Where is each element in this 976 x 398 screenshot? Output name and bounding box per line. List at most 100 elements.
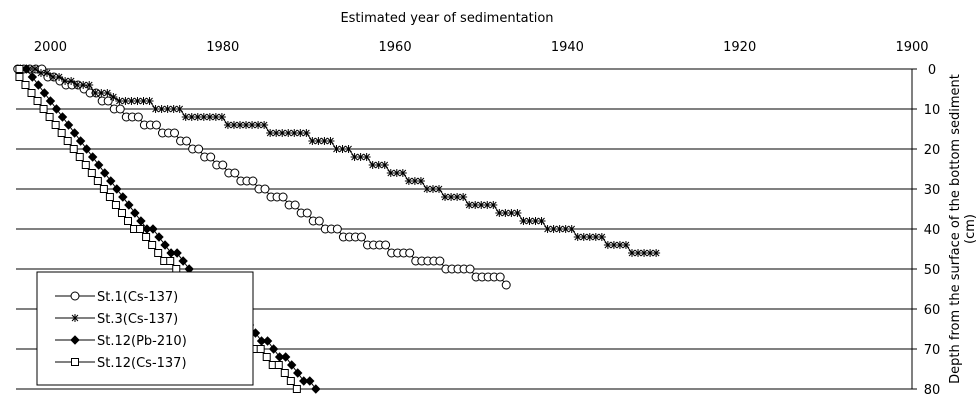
data-point <box>199 113 208 121</box>
data-point <box>278 192 288 202</box>
x-axis-ticks: 2000 1980 1960 1940 1920 1900 <box>34 40 929 55</box>
data-point <box>211 113 220 121</box>
data-point <box>615 241 624 249</box>
data-point <box>51 121 60 129</box>
data-series <box>13 64 661 394</box>
data-point <box>368 161 377 169</box>
data-point <box>525 217 534 225</box>
data-point <box>61 77 70 85</box>
data-point <box>157 105 166 113</box>
data-point <box>43 69 52 77</box>
data-point <box>435 256 445 266</box>
data-point <box>145 97 154 105</box>
y-tick-label: 10 <box>924 103 941 118</box>
data-point <box>362 153 371 161</box>
data-point <box>103 89 112 97</box>
data-point <box>489 201 498 209</box>
data-point <box>79 81 88 89</box>
data-point <box>105 193 114 201</box>
data-point <box>332 224 342 234</box>
data-point <box>182 136 192 146</box>
data-point <box>513 209 522 217</box>
data-point <box>459 193 468 201</box>
data-point <box>585 233 594 241</box>
data-point <box>628 249 636 257</box>
data-point <box>154 232 164 242</box>
data-point <box>93 177 102 185</box>
data-point <box>405 248 415 258</box>
data-point <box>30 65 39 73</box>
data-point <box>260 184 270 194</box>
data-point <box>106 176 116 186</box>
data-point <box>296 129 305 137</box>
y-tick-label: 0 <box>928 63 936 78</box>
data-point <box>634 249 643 257</box>
data-point <box>49 73 58 81</box>
data-point <box>477 201 486 209</box>
data-point <box>118 192 128 202</box>
data-point <box>21 64 32 74</box>
data-point <box>36 69 45 77</box>
data-point <box>130 208 140 218</box>
data-point <box>39 105 48 113</box>
data-point <box>154 249 163 257</box>
data-point <box>262 336 273 346</box>
data-point <box>280 352 291 362</box>
y-axis-ticks: 0 10 20 30 40 50 60 70 80 <box>912 63 940 398</box>
data-point <box>278 129 287 137</box>
data-point <box>115 104 125 114</box>
data-point <box>73 81 82 89</box>
data-point <box>51 104 62 114</box>
data-point <box>410 177 419 185</box>
x-tick-label: 1920 <box>723 40 756 55</box>
y-tick-label: 30 <box>924 183 941 198</box>
data-point <box>63 137 72 145</box>
data-point <box>597 233 606 241</box>
data-point <box>453 193 462 201</box>
data-point <box>148 224 158 234</box>
data-point <box>254 121 263 129</box>
y-tick-label: 60 <box>924 303 941 318</box>
y-axis-title: Depth from the surface of the bottom sed… <box>948 74 976 384</box>
data-point <box>398 169 407 177</box>
data-point <box>428 185 437 193</box>
data-point <box>591 233 600 241</box>
legend-label: St.3(Cs-137) <box>97 312 178 327</box>
data-point <box>465 264 475 274</box>
x-tick-label: 1900 <box>895 40 928 55</box>
data-point <box>344 145 353 153</box>
data-point <box>356 232 366 242</box>
data-point <box>87 152 98 162</box>
data-point <box>205 113 214 121</box>
data-point <box>91 89 100 97</box>
data-point <box>236 121 244 129</box>
data-point <box>579 233 588 241</box>
data-point <box>172 265 181 273</box>
data-point <box>286 360 297 370</box>
data-point <box>170 128 180 138</box>
data-point <box>187 113 196 121</box>
data-point <box>374 161 383 169</box>
data-point <box>163 105 172 113</box>
data-point <box>21 81 30 89</box>
data-point <box>69 128 80 138</box>
data-point <box>640 249 649 257</box>
data-point <box>519 217 528 225</box>
data-point <box>103 96 113 106</box>
data-point <box>139 97 148 105</box>
data-point <box>175 105 184 113</box>
data-point <box>15 65 24 73</box>
data-point <box>75 136 86 146</box>
data-point <box>223 121 232 129</box>
data-point <box>230 168 240 178</box>
data-point <box>561 225 570 233</box>
data-point <box>404 177 413 185</box>
y-tick-label: 80 <box>924 383 941 398</box>
data-point <box>609 241 618 249</box>
data-point <box>75 153 84 161</box>
data-point <box>160 240 170 250</box>
data-point <box>229 121 238 129</box>
data-point <box>266 129 275 137</box>
data-point <box>133 97 142 105</box>
